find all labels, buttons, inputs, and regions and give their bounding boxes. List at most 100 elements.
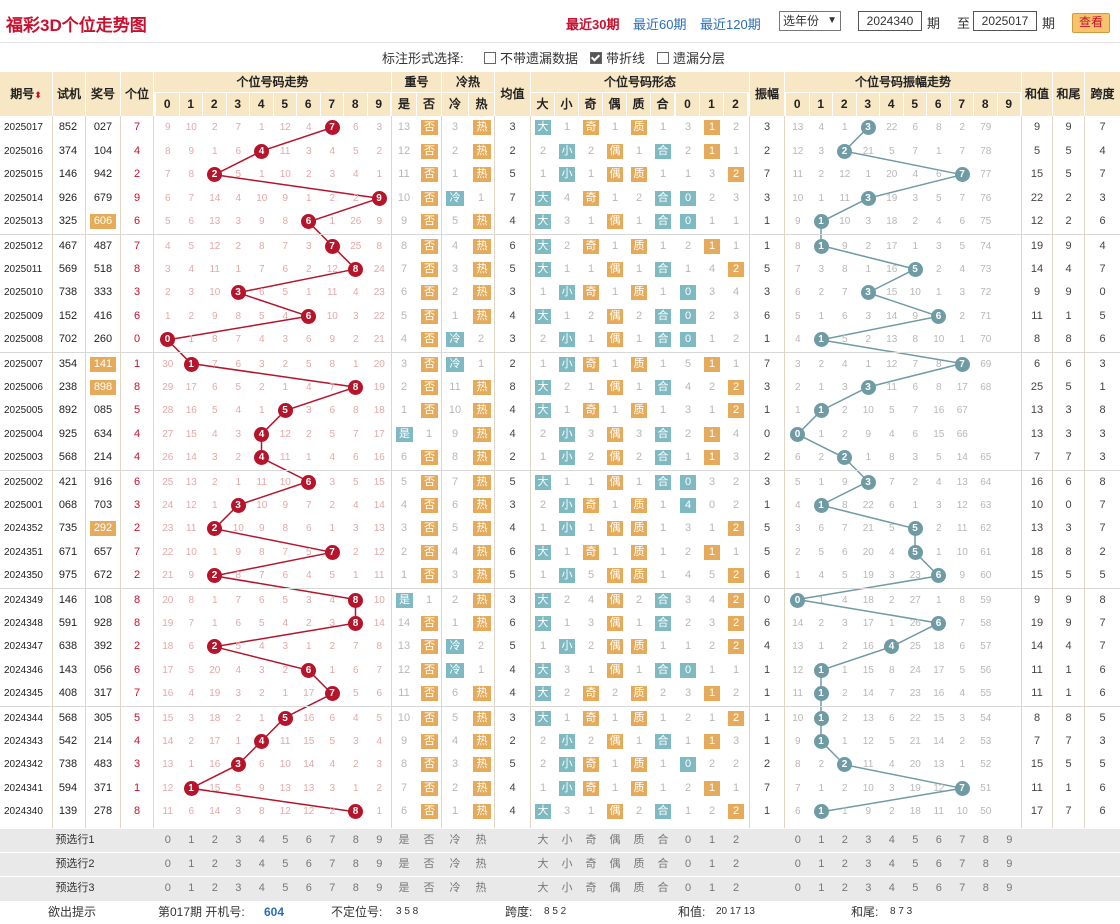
preselect-amp-digit[interactable]: 3 xyxy=(865,834,872,846)
preselect-form[interactable]: 偶 xyxy=(609,834,621,846)
preselect-amp-digit[interactable]: 6 xyxy=(935,882,942,894)
preselect-digit[interactable]: 0 xyxy=(164,882,171,894)
preselect-digit[interactable]: 2 xyxy=(211,858,218,870)
preselect-amp-digit[interactable]: 4 xyxy=(888,882,895,894)
checkbox-icon[interactable] xyxy=(484,52,496,64)
preselect-form[interactable]: 1 xyxy=(708,858,716,870)
preselect-digit[interactable]: 5 xyxy=(282,858,289,870)
recent-30-link[interactable]: 最近30期 xyxy=(566,17,620,32)
preselect-amp-digit[interactable]: 8 xyxy=(982,882,989,894)
preselect-form[interactable]: 大 xyxy=(537,882,549,894)
preselect-amp-digit[interactable]: 0 xyxy=(794,882,801,894)
preselect-digit[interactable]: 7 xyxy=(329,882,336,894)
preselect-form[interactable]: 质 xyxy=(633,882,645,894)
preselect-form[interactable]: 0 xyxy=(684,882,692,894)
preselect-form[interactable]: 偶 xyxy=(609,858,621,870)
preselect-form[interactable]: 合 xyxy=(657,858,669,870)
preselect-repeat-yes[interactable]: 是 xyxy=(398,882,410,894)
preselect-cold[interactable]: 冷 xyxy=(449,834,461,846)
preselect-digit[interactable]: 8 xyxy=(352,858,359,870)
preselect-digit[interactable]: 6 xyxy=(305,834,312,846)
option-with-line[interactable]: 带折线 xyxy=(590,48,645,67)
preselect-form[interactable]: 质 xyxy=(633,858,645,870)
preselect-amp-digit[interactable]: 8 xyxy=(982,858,989,870)
preselect-digit[interactable]: 6 xyxy=(305,858,312,870)
preselect-digit[interactable]: 3 xyxy=(235,858,242,870)
preselect-digit[interactable]: 4 xyxy=(258,834,265,846)
preselect-hot[interactable]: 热 xyxy=(475,858,487,870)
preselect-form[interactable]: 小 xyxy=(561,882,573,894)
preselect-form[interactable]: 小 xyxy=(561,834,573,846)
preselect-amp-digit[interactable]: 4 xyxy=(888,834,895,846)
to-period-input[interactable]: 2025017 xyxy=(973,11,1037,31)
preselect-digit[interactable]: 9 xyxy=(376,882,383,894)
from-period-input[interactable]: 2024340 xyxy=(858,11,922,31)
preselect-form[interactable]: 奇 xyxy=(585,834,597,846)
preselect-digit[interactable]: 4 xyxy=(258,882,265,894)
preselect-repeat-yes[interactable]: 是 xyxy=(398,834,410,846)
preselect-digit[interactable]: 1 xyxy=(188,882,195,894)
checkbox-icon[interactable] xyxy=(657,52,669,64)
preselect-amp-digit[interactable]: 2 xyxy=(841,858,848,870)
preselect-form[interactable]: 1 xyxy=(708,882,716,894)
preselect-amp-digit[interactable]: 7 xyxy=(959,858,966,870)
preselect-form[interactable]: 合 xyxy=(657,882,669,894)
preselect-amp-digit[interactable]: 5 xyxy=(912,882,919,894)
preselect-amp-digit[interactable]: 2 xyxy=(841,834,848,846)
preselect-digit[interactable]: 1 xyxy=(188,834,195,846)
preselect-digit[interactable]: 7 xyxy=(329,858,336,870)
preselect-amp-digit[interactable]: 1 xyxy=(818,858,825,870)
preselect-amp-digit[interactable]: 1 xyxy=(818,882,825,894)
preselect-form[interactable]: 1 xyxy=(708,834,716,846)
preselect-amp-digit[interactable]: 7 xyxy=(959,882,966,894)
preselect-digit[interactable]: 0 xyxy=(164,858,171,870)
preselect-digit[interactable]: 1 xyxy=(188,858,195,870)
preselect-digit[interactable]: 0 xyxy=(164,834,171,846)
year-select[interactable]: 选年份 ▼ xyxy=(779,11,841,31)
preselect-form[interactable]: 质 xyxy=(633,834,645,846)
preselect-row[interactable]: 预选行3 0 0 1 1 2 2 3 3 4 4 5 5 6 6 7 7 8 8 9 9 是 否 冷 热 大小奇偶质合 0 1 2 xyxy=(0,876,1120,901)
preselect-digit[interactable]: 5 xyxy=(282,834,289,846)
preselect-hot[interactable]: 热 xyxy=(475,882,487,894)
preselect-repeat-no[interactable]: 否 xyxy=(423,858,435,870)
preselect-cold[interactable]: 冷 xyxy=(449,882,461,894)
preselect-amp-digit[interactable]: 9 xyxy=(1006,882,1013,894)
preselect-form[interactable]: 2 xyxy=(732,882,740,894)
recent-120-link[interactable]: 最近120期 xyxy=(700,17,761,32)
preselect-amp-digit[interactable]: 5 xyxy=(912,858,919,870)
preselect-digit[interactable]: 9 xyxy=(376,834,383,846)
preselect-digit[interactable]: 8 xyxy=(352,834,359,846)
recent-60-link[interactable]: 最近60期 xyxy=(633,17,687,32)
preselect-digit[interactable]: 6 xyxy=(305,882,312,894)
preselect-form[interactable]: 奇 xyxy=(585,882,597,894)
preselect-digit[interactable]: 3 xyxy=(235,882,242,894)
preselect-digit[interactable]: 4 xyxy=(258,858,265,870)
preselect-digit[interactable]: 2 xyxy=(211,882,218,894)
query-button[interactable]: 查看 xyxy=(1072,13,1110,33)
preselect-digit[interactable]: 8 xyxy=(352,882,359,894)
preselect-amp-digit[interactable]: 0 xyxy=(794,858,801,870)
preselect-digit[interactable]: 2 xyxy=(211,834,218,846)
preselect-amp-digit[interactable]: 6 xyxy=(935,834,942,846)
preselect-digit[interactable]: 9 xyxy=(376,858,383,870)
preselect-amp-digit[interactable]: 5 xyxy=(912,834,919,846)
checkbox-checked-icon[interactable] xyxy=(590,52,602,64)
preselect-form[interactable]: 0 xyxy=(684,834,692,846)
preselect-amp-digit[interactable]: 9 xyxy=(1006,858,1013,870)
preselect-digit[interactable]: 7 xyxy=(329,834,336,846)
preselect-repeat-yes[interactable]: 是 xyxy=(398,858,410,870)
preselect-row[interactable]: 预选行2 0 0 1 1 2 2 3 3 4 4 5 5 6 6 7 7 8 8 9 9 是 否 冷 热 大小奇偶质合 0 1 2 xyxy=(0,852,1120,877)
preselect-form[interactable]: 大 xyxy=(537,834,549,846)
preselect-amp-digit[interactable]: 9 xyxy=(1006,834,1013,846)
preselect-form[interactable]: 合 xyxy=(657,834,669,846)
preselect-digit[interactable]: 3 xyxy=(235,834,242,846)
preselect-form[interactable]: 2 xyxy=(732,834,740,846)
preselect-form[interactable]: 小 xyxy=(561,858,573,870)
preselect-cold[interactable]: 冷 xyxy=(449,858,461,870)
preselect-amp-digit[interactable]: 0 xyxy=(794,834,801,846)
preselect-form[interactable]: 2 xyxy=(732,858,740,870)
preselect-form[interactable]: 0 xyxy=(684,858,692,870)
preselect-amp-digit[interactable]: 4 xyxy=(888,858,895,870)
preselect-amp-digit[interactable]: 2 xyxy=(841,882,848,894)
preselect-amp-digit[interactable]: 7 xyxy=(959,834,966,846)
